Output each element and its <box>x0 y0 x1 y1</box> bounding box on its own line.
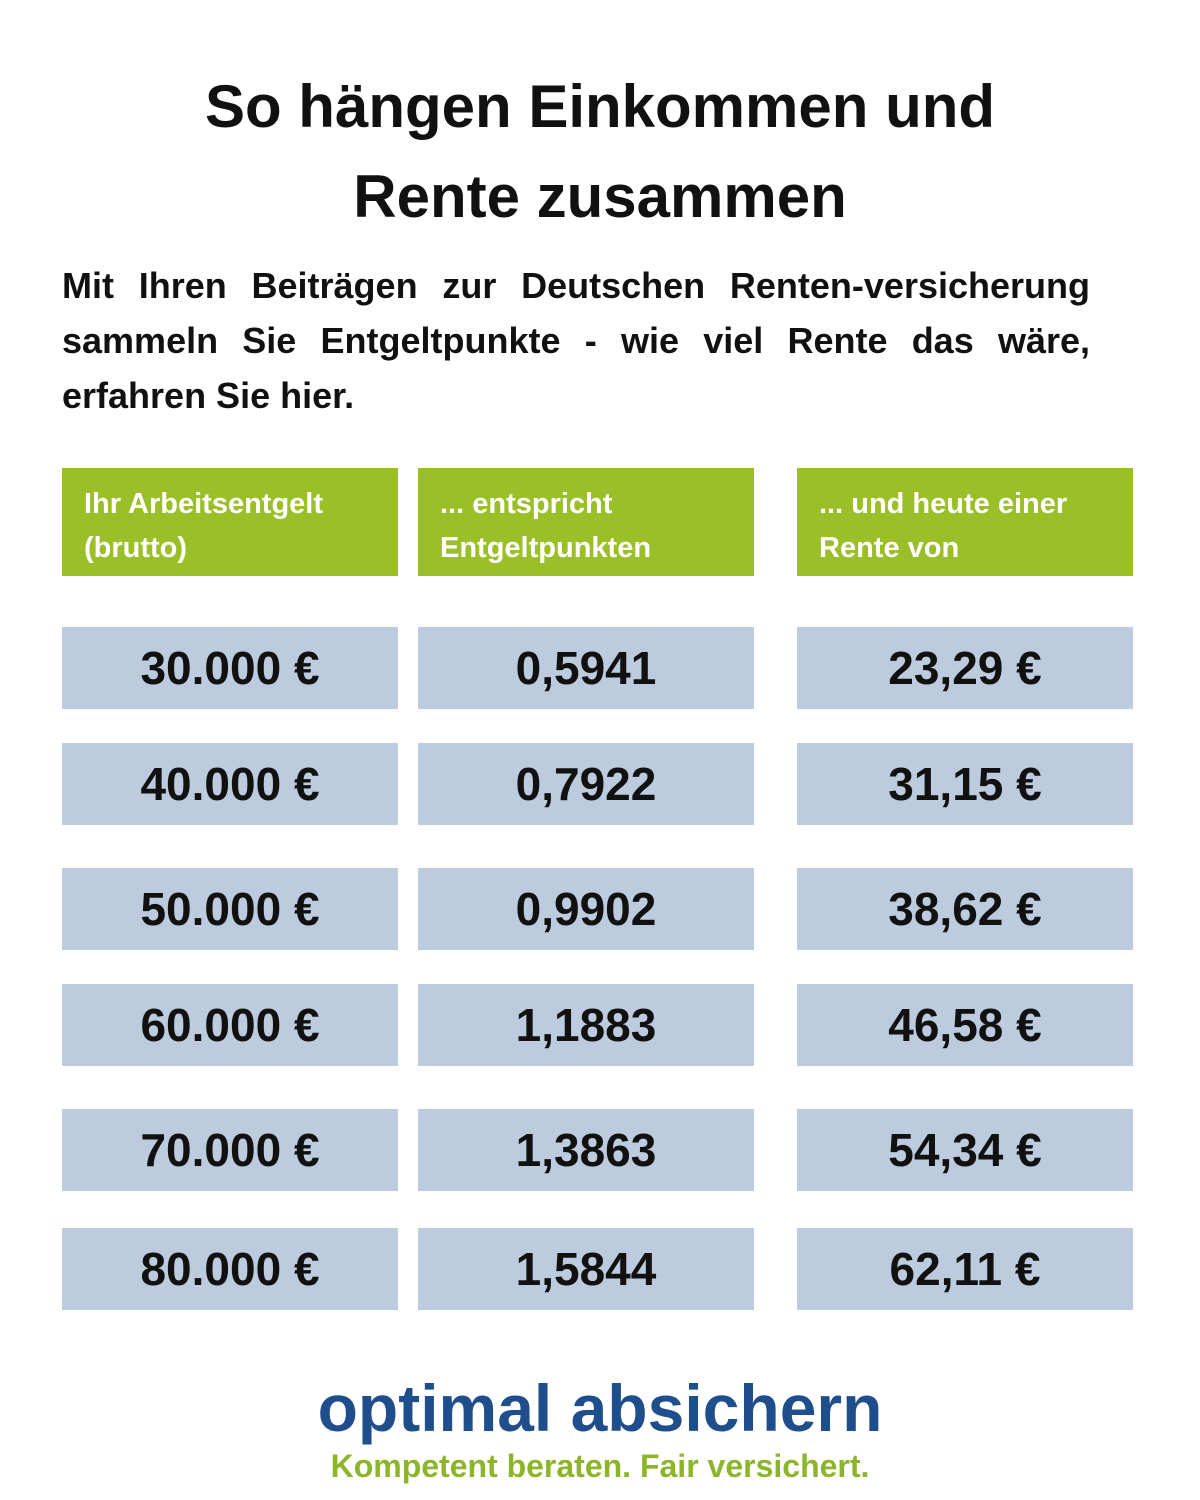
table-cell: 0,5941 <box>418 627 754 709</box>
column-header: ... und heute einer Rente von <box>797 468 1133 576</box>
brand: optimal absichern <box>317 1371 883 1445</box>
table-cell: 31,15 € <box>797 743 1133 825</box>
table-cell: 1,3863 <box>418 1109 754 1191</box>
table-cell: 38,62 € <box>797 868 1133 950</box>
table-cell: 1,5844 <box>418 1228 754 1310</box>
title-line: Rente zusammen <box>353 163 847 230</box>
table-cell: 54,34 € <box>797 1109 1133 1191</box>
title-line: So hängen Einkommen und <box>204 73 996 140</box>
table-cell: 70.000 € <box>62 1109 398 1191</box>
table-cell: 62,11 € <box>797 1228 1133 1310</box>
table-cell: 0,7922 <box>418 743 754 825</box>
table-cell: 0,9902 <box>418 868 754 950</box>
table-cell: 23,29 € <box>797 627 1133 709</box>
column-header: Ihr Arbeitsentgelt (brutto) <box>62 468 398 576</box>
table-cell: 50.000 € <box>62 868 398 950</box>
table-cell: 60.000 € <box>62 984 398 1066</box>
table-cell: 1,1883 <box>418 984 754 1066</box>
table-cell: 80.000 € <box>62 1228 398 1310</box>
column-header: ... entspricht Entgeltpunkten <box>418 468 754 576</box>
table-cell: 40.000 € <box>62 743 398 825</box>
table-cell: 46,58 € <box>797 984 1133 1066</box>
tagline: Kompetent beraten. Fair versichert. <box>330 1448 870 1484</box>
table-cell: 30.000 € <box>62 627 398 709</box>
intro: Mit Ihren Beiträgen zur Deutschen Renten… <box>62 265 1090 416</box>
